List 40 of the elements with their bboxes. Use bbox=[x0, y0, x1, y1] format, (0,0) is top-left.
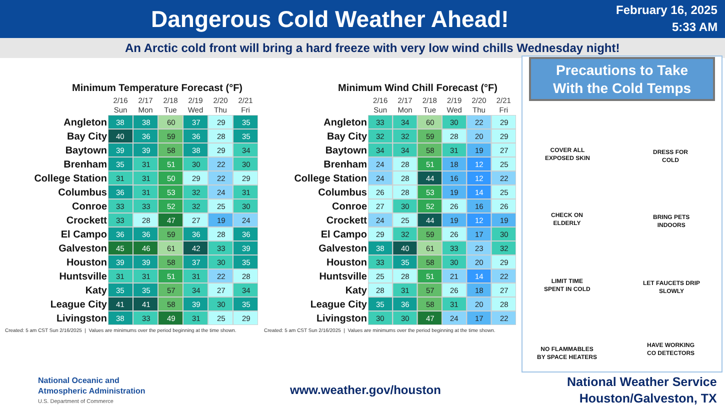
text: Dangerous Cold Weather Ahead! bbox=[151, 6, 509, 32]
text: www.weather.gov/houston bbox=[289, 383, 441, 397]
y-tick-label: Houston bbox=[326, 258, 367, 268]
y-tick-label: Huntsville bbox=[59, 272, 108, 282]
chart-title: Minimum Temperature Forecast (°F) bbox=[72, 83, 243, 94]
y-tick-label: El Campo bbox=[320, 230, 367, 240]
text: 5:33 AM bbox=[672, 20, 718, 34]
y-tick-label: El Campo bbox=[60, 230, 107, 240]
text: National Oceanic and Atmospheric Administration bbox=[38, 376, 146, 396]
y-tick-label: Huntsville bbox=[319, 272, 368, 282]
chart-title: Minimum Wind Chill Forecast (°F) bbox=[338, 83, 498, 94]
y-tick-label: College Station bbox=[294, 174, 367, 184]
y-tick-label: Katy bbox=[85, 286, 108, 296]
y-tick-label: Galveston bbox=[58, 244, 107, 254]
y-tick-label: Baytown bbox=[65, 146, 107, 156]
y-tick-label: Bay City bbox=[66, 132, 108, 142]
y-tick-label: Brenham bbox=[324, 160, 368, 170]
y-tick-label: Conroe bbox=[72, 202, 108, 212]
y-tick-label: Livingston bbox=[56, 314, 107, 324]
y-tick-label: Katy bbox=[345, 286, 368, 296]
y-tick-label: League City bbox=[50, 300, 108, 310]
y-tick-label: College Station bbox=[34, 174, 107, 184]
y-tick-label: Bay City bbox=[326, 132, 368, 142]
text: An Arctic cold front will bring a hard freeze with very low wind chills Wednesday night! bbox=[125, 41, 620, 55]
y-tick-label: Angleton bbox=[64, 118, 107, 128]
y-tick-label: Columbus bbox=[58, 188, 108, 198]
y-tick-label: Columbus bbox=[318, 188, 368, 198]
y-tick-label: Crockett bbox=[326, 216, 368, 226]
text: Precautions to Take With the Cold Temps bbox=[553, 62, 692, 96]
y-tick-label: Angleton bbox=[324, 118, 367, 128]
y-tick-label: Conroe bbox=[332, 202, 368, 212]
text: February 16, 2025 bbox=[616, 3, 718, 17]
y-tick-label: Baytown bbox=[325, 146, 367, 156]
y-tick-label: Crockett bbox=[66, 216, 108, 226]
y-tick-label: Brenham bbox=[64, 160, 108, 170]
y-tick-label: Livingston bbox=[316, 314, 367, 324]
text: National Weather Service Houston/Galveston, TX bbox=[567, 375, 718, 406]
y-tick-label: Houston bbox=[66, 258, 107, 268]
y-tick-label: Galveston bbox=[318, 244, 367, 254]
y-tick-label: League City bbox=[310, 300, 368, 310]
